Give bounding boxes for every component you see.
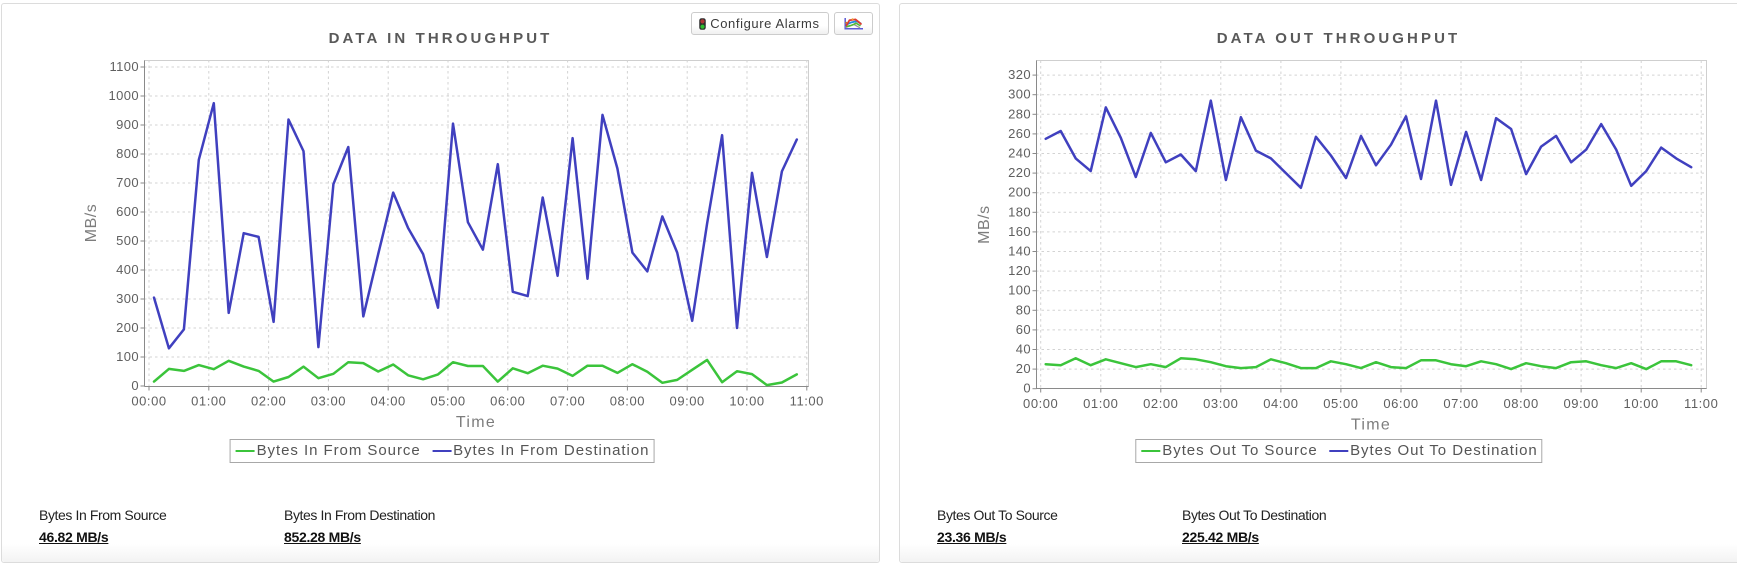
svg-text:02:00: 02:00 (1143, 396, 1178, 411)
svg-text:600: 600 (116, 204, 139, 219)
svg-text:120: 120 (1008, 263, 1031, 278)
svg-text:09:00: 09:00 (1563, 396, 1598, 411)
svg-text:03:00: 03:00 (1203, 396, 1238, 411)
svg-text:06:00: 06:00 (490, 394, 525, 409)
svg-text:Time: Time (1351, 417, 1391, 434)
svg-text:180: 180 (1008, 204, 1031, 219)
svg-text:03:00: 03:00 (311, 394, 346, 409)
svg-text:08:00: 08:00 (1503, 396, 1538, 411)
svg-text:MB/s: MB/s (83, 204, 100, 242)
svg-text:500: 500 (116, 233, 139, 248)
svg-text:04:00: 04:00 (1263, 396, 1298, 411)
svg-text:10:00: 10:00 (729, 394, 764, 409)
svg-text:280: 280 (1008, 106, 1031, 121)
svg-text:0: 0 (1023, 381, 1031, 396)
svg-text:200: 200 (1008, 185, 1031, 200)
svg-text:05:00: 05:00 (430, 394, 465, 409)
svg-text:05:00: 05:00 (1323, 396, 1358, 411)
svg-text:1100: 1100 (109, 59, 139, 74)
svg-text:400: 400 (116, 262, 139, 277)
svg-text:Time: Time (456, 414, 496, 431)
svg-text:60: 60 (1016, 322, 1031, 337)
svg-text:240: 240 (1008, 146, 1031, 161)
svg-text:200: 200 (116, 320, 139, 335)
svg-text:04:00: 04:00 (371, 394, 406, 409)
svg-text:08:00: 08:00 (610, 394, 645, 409)
svg-text:07:00: 07:00 (1443, 396, 1478, 411)
svg-text:01:00: 01:00 (1083, 396, 1118, 411)
svg-text:MB/s: MB/s (976, 205, 993, 243)
svg-text:100: 100 (1008, 283, 1031, 298)
svg-text:00:00: 00:00 (131, 394, 166, 409)
svg-text:80: 80 (1016, 302, 1031, 317)
svg-text:10:00: 10:00 (1624, 396, 1659, 411)
svg-text:260: 260 (1008, 126, 1031, 141)
svg-text:140: 140 (1008, 244, 1031, 259)
svg-text:160: 160 (1008, 224, 1031, 239)
svg-text:11:00: 11:00 (1684, 396, 1718, 411)
svg-text:02:00: 02:00 (251, 394, 286, 409)
svg-text:300: 300 (1008, 87, 1031, 102)
svg-text:00:00: 00:00 (1023, 396, 1058, 411)
svg-text:06:00: 06:00 (1383, 396, 1418, 411)
svg-text:220: 220 (1008, 165, 1031, 180)
svg-text:11:00: 11:00 (790, 394, 824, 409)
svg-text:01:00: 01:00 (191, 394, 226, 409)
svg-text:300: 300 (116, 291, 139, 306)
svg-text:40: 40 (1016, 342, 1031, 357)
svg-text:09:00: 09:00 (670, 394, 705, 409)
svg-text:1000: 1000 (108, 88, 139, 103)
svg-text:800: 800 (116, 146, 139, 161)
svg-text:100: 100 (116, 349, 139, 364)
svg-text:320: 320 (1008, 67, 1031, 82)
svg-text:900: 900 (116, 117, 139, 132)
svg-text:20: 20 (1016, 361, 1031, 376)
svg-text:700: 700 (116, 175, 139, 190)
svg-text:07:00: 07:00 (550, 394, 585, 409)
svg-text:0: 0 (131, 378, 139, 393)
